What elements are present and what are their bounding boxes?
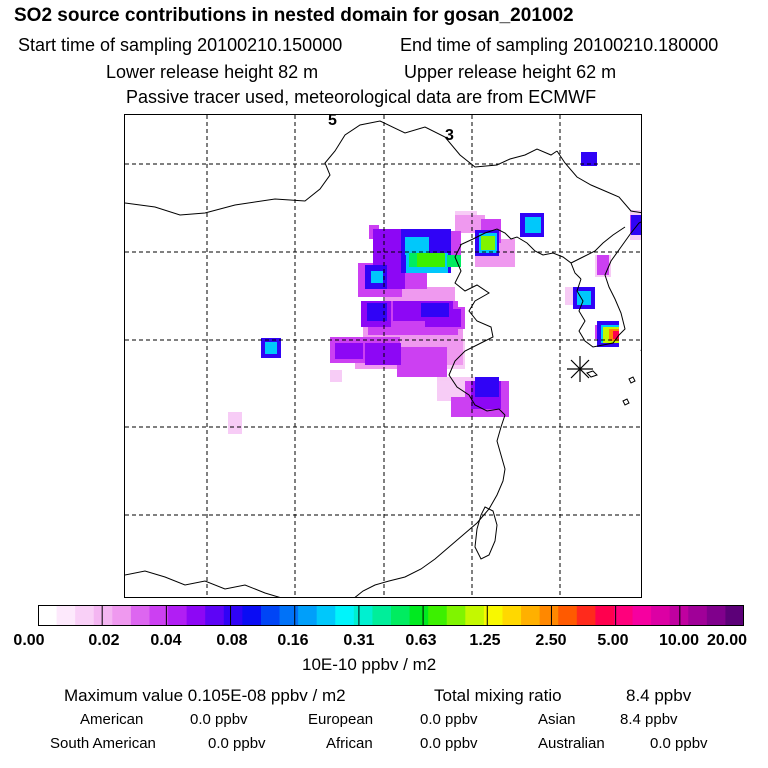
color-scale-swatch [725,605,744,626]
color-scale-swatch [205,605,225,626]
receptor-asterisk-icon [567,356,593,382]
color-scale-swatch [56,605,76,626]
scale-label: 0.31 [343,632,375,649]
color-scale-swatch [168,605,188,626]
region-value-australian: 0.0 ppbv [650,735,708,752]
korea-north-border [570,226,626,264]
taiwan-island [474,506,498,560]
scale-label: 0.02 [88,632,120,649]
color-scale-swatch [112,605,132,626]
color-scale-swatch [428,605,448,626]
grid-label-5: 5 [328,115,337,129]
mongolia-border [125,120,558,216]
page-title: SO2 source contributions in nested domai… [14,5,574,26]
color-scale-swatch [353,605,373,626]
total-mixing-label: Total mixing ratio [434,686,562,705]
color-scale-swatch [93,605,113,626]
grid-label-3: 3 [445,127,454,144]
china-coast-south [354,414,506,597]
region-value-south-american: 0.0 ppbv [208,735,266,752]
max-value-label: Maximum value 0.105E-08 ppbv / m2 [64,686,346,705]
scale-label: 2.50 [535,632,567,649]
region-name-european: European [308,711,374,728]
color-scale-swatch [38,605,58,626]
scale-label: 0.08 [216,632,248,649]
color-scale-swatch [391,605,411,626]
total-mixing-value: 8.4 ppbv [626,686,692,705]
units-label: 10E-10 ppbv / m2 [302,655,437,674]
china-coast-north [459,228,582,280]
scale-label: 0.04 [150,632,182,649]
color-scale-swatch [669,605,689,626]
scale-label: 1.25 [469,632,501,649]
scale-label: 5.00 [597,632,629,649]
color-scale-swatch [539,605,559,626]
scale-label: 10.00 [658,632,700,649]
color-scale-swatch [186,605,206,626]
color-scale-swatch [651,605,671,626]
color-scale-swatch [688,605,708,626]
region-value-asian: 8.4 ppbv [620,711,678,728]
start-time-label: Start time of sampling 20100210.150000 [18,35,343,55]
scale-label: 0.63 [405,632,437,649]
color-scale-swatch [595,605,615,626]
korea-peninsula [576,221,641,348]
end-time-label: End time of sampling 20100210.180000 [400,35,719,55]
color-scale-swatch [446,605,466,626]
color-scale-swatch [558,605,578,626]
scale-label: 0.16 [277,632,309,649]
grid-lines [125,115,641,597]
color-scale-swatch [576,605,596,626]
color-scale-swatch [613,605,634,626]
jeju-island [586,370,598,378]
color-scale-border [38,605,744,626]
color-scale-swatch [632,605,652,626]
green-hotspots [409,236,619,343]
color-scale-swatch [483,605,503,626]
region-value-european: 0.0 ppbv [420,711,478,728]
color-scale-swatch [372,605,392,626]
color-scale-swatch [279,605,299,626]
color-scale-swatch [465,605,485,626]
scale-label: 0.00 [13,632,45,649]
color-scale-swatch [502,605,522,626]
southwest-border [125,570,281,597]
scale-label: 20.00 [706,632,748,649]
color-scale-swatch [242,605,262,626]
lower-release-label: Lower release height 82 m [106,62,319,82]
color-scale-swatch [149,605,169,626]
color-scale-swatch [409,605,429,626]
region-name-south-american: South American [50,735,156,752]
region-name-asian: Asian [538,711,576,728]
color-scale-swatch [316,605,336,626]
color-scale-swatch [260,605,281,626]
coastlines [125,120,641,597]
color-scale-swatch [75,605,95,626]
color-scale-swatch [298,605,318,626]
map-panel: 5 3 [124,114,642,598]
color-scale-swatch [706,605,726,626]
map-canvas: 5 3 [125,115,641,597]
plume-layer [228,152,641,434]
color-scale-swatch [521,605,541,626]
northeast-border [556,150,641,214]
region-value-american: 0.0 ppbv [190,711,248,728]
region-value-african: 0.0 ppbv [420,735,478,752]
color-scale-swatch [335,605,355,626]
color-scale-swatch [130,605,150,626]
region-name-african: African [326,735,373,752]
tracer-note: Passive tracer used, meteorological data… [126,87,597,107]
liaodong-bohai [448,244,506,416]
region-name-australian: Australian [538,735,605,752]
color-scale-swatch [223,605,243,626]
japan-islets [622,349,641,406]
region-name-american: American [80,711,144,728]
upper-release-label: Upper release height 62 m [404,62,617,82]
color-scale-bar [38,605,744,626]
